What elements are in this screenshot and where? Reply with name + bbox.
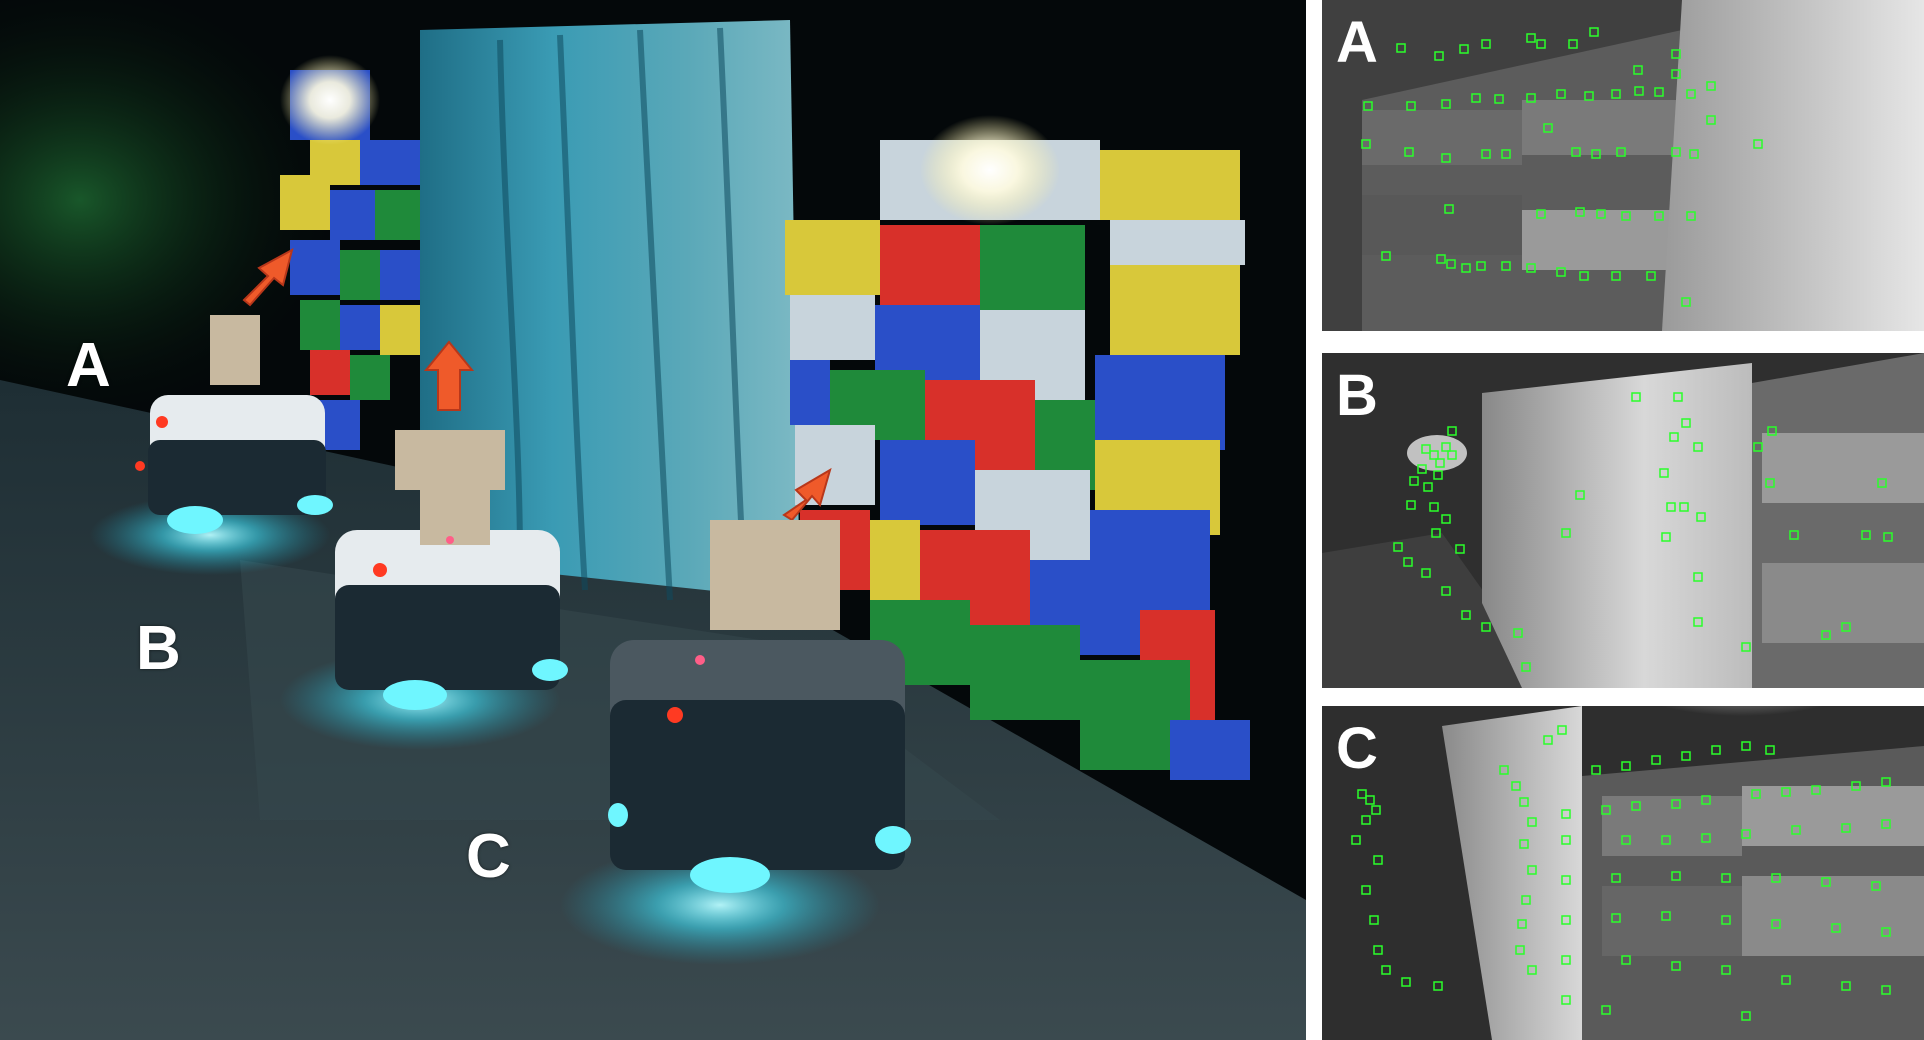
camera-b-frame [1322, 353, 1924, 688]
camera-c-frame [1322, 706, 1924, 1040]
feature-markers-b [1393, 392, 1893, 672]
camera-view-c: C [1322, 706, 1924, 1040]
camera-a-frame [1322, 0, 1924, 331]
camera-label-a: A [1336, 10, 1378, 75]
robot-c [560, 520, 911, 965]
robot-label-c: C [466, 822, 511, 891]
camera-view-a: A [1322, 0, 1924, 331]
feature-markers-c [1351, 725, 1891, 1021]
right-block-wall [785, 140, 1250, 780]
robot-label-b: B [136, 614, 181, 683]
robot-label-a: A [66, 331, 111, 400]
camera-label-c: C [1336, 716, 1378, 781]
robot-scene-photo: A B C [0, 0, 1306, 1040]
feature-markers-a [1361, 27, 1763, 307]
scene-drawing [0, 0, 1306, 1040]
robot-b [280, 430, 568, 750]
camera-view-b: B [1322, 353, 1924, 688]
robot-a [90, 315, 333, 575]
camera-label-b: B [1336, 363, 1378, 428]
direction-arrows [242, 248, 832, 522]
